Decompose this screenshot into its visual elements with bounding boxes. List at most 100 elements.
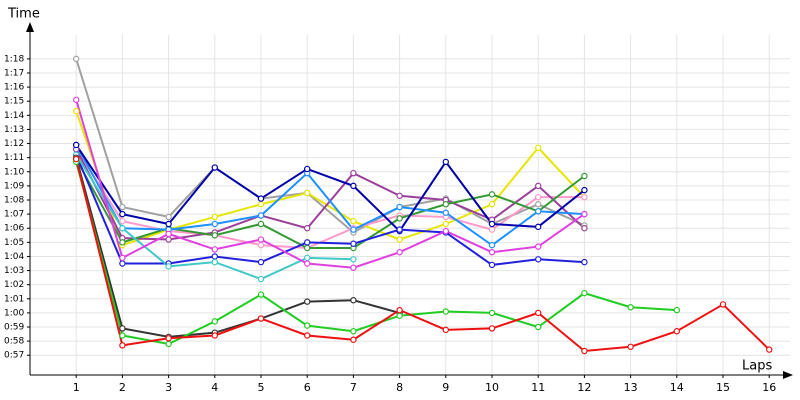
series-line [75,99,585,269]
y-tick-label: 1:18 [4,54,24,64]
point [581,289,588,297]
point [442,209,450,216]
point [304,225,311,232]
x-tick-label: 5 [258,381,265,394]
point [535,193,542,201]
point [165,340,172,348]
point [488,191,496,198]
point [535,144,542,151]
y-tick-label: 0:59 [4,323,24,333]
point [535,223,542,231]
x-tick-label: 10 [485,381,499,394]
y-tick-label: 1:05 [4,238,24,248]
y-tick-label: 1:14 [4,111,24,121]
point [627,343,634,350]
series-line [75,144,586,233]
point [442,201,450,208]
point [442,158,450,166]
point [719,301,727,308]
point [119,254,126,262]
point [350,240,357,247]
series-line [75,158,770,353]
point [257,275,265,283]
y-tick-label: 1:06 [4,224,24,234]
series-line [75,58,585,234]
point [119,210,126,218]
x-tick-label: 13 [624,381,638,394]
point [488,325,496,332]
series-line [75,144,585,247]
x-tick-label: 1 [73,381,80,394]
point [304,260,311,267]
y-tick-label: 1:02 [4,280,24,290]
point [442,227,450,235]
y-tick-label: 1:08 [4,196,24,206]
x-tick-label: 6 [304,381,311,394]
point [766,346,773,353]
point [488,201,496,208]
point [211,213,219,221]
point [396,306,403,314]
point [119,239,126,246]
y-tick-label: 0:58 [4,337,24,347]
series-line [75,158,586,249]
x-tick-label: 7 [350,381,357,394]
point [304,298,311,305]
point [119,332,126,339]
point [119,217,126,225]
x-tick-label: 2 [119,381,126,394]
x-tick-label: 12 [577,381,591,394]
y-tick-label: 1:04 [4,252,24,262]
point [350,336,357,343]
point [535,323,542,331]
y-axis-title: Time [7,7,40,22]
point [350,264,357,271]
series-line [75,161,677,345]
y-tick-label: 1:03 [4,266,24,276]
point [581,172,588,180]
y-tick-label: 1:00 [4,308,24,318]
point [581,225,588,232]
point [581,186,588,194]
point [73,107,80,115]
x-tick-label: 14 [670,381,684,394]
y-tick-label: 1:12 [4,139,24,149]
point [119,342,126,349]
point [350,226,357,233]
point [535,182,542,190]
series-line [75,157,400,338]
y-tick-label: 1:11 [4,153,24,163]
point [304,189,311,197]
y-tick-label: 1:16 [4,83,24,93]
y-tick-label: 1:10 [4,167,24,177]
point [396,249,403,256]
point [488,309,496,317]
point [165,335,172,342]
grid [30,35,790,375]
point [165,236,172,243]
point [257,212,265,219]
point [304,165,311,173]
point [488,220,496,228]
point [73,155,80,163]
point [165,263,172,270]
series-line [75,110,586,247]
point [304,332,311,339]
point [488,261,496,269]
x-tick-label: 8 [396,381,403,394]
point [211,253,219,260]
point [304,254,311,262]
point [396,203,403,211]
point [119,325,126,332]
point [211,332,219,339]
point [211,164,219,171]
y-tick-label: 1:17 [4,68,24,78]
point [396,192,403,199]
point [488,226,496,233]
point [119,225,126,232]
point [396,236,403,243]
point [73,55,80,63]
x-tick-label: 4 [211,381,218,394]
point [535,208,542,215]
point [581,193,588,201]
